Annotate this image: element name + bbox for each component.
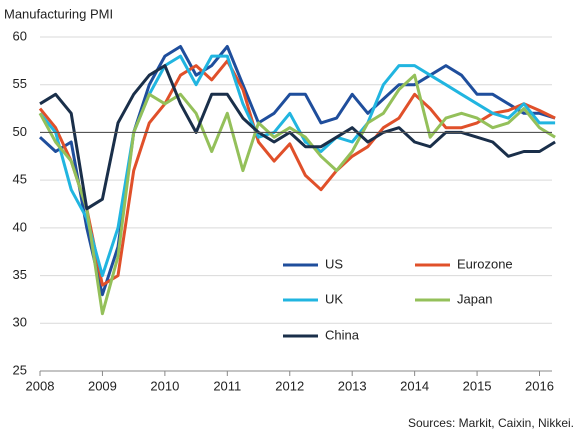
legend-label: US	[325, 256, 343, 271]
legend-label: Japan	[457, 291, 492, 306]
x-tick-label: 2008	[26, 378, 55, 393]
legend-label: Eurozone	[457, 256, 513, 271]
y-tick-label: 45	[13, 172, 27, 187]
legend-label: UK	[325, 291, 343, 306]
series-line	[38, 54, 556, 278]
y-tick-label: 55	[13, 76, 27, 91]
series-line	[39, 64, 556, 211]
y-tick-label: 35	[13, 267, 27, 282]
x-tick-label: 2016	[525, 378, 554, 393]
x-tick-label: 2009	[88, 378, 117, 393]
y-tick-label: 40	[13, 219, 27, 234]
y-tick-label: 50	[13, 124, 27, 139]
y-tick-label: 25	[13, 362, 27, 377]
chart-title: Manufacturing PMI	[4, 6, 113, 21]
x-tick-label: 2012	[275, 378, 304, 393]
series-line	[38, 73, 556, 316]
y-tick-label: 60	[13, 28, 27, 43]
series-line	[38, 59, 556, 287]
x-tick-label: 2010	[150, 378, 179, 393]
source: Sources: Markit, Caixin, Nikkei.	[408, 416, 574, 430]
x-tick-label: 2014	[400, 378, 429, 393]
x-tick-label: 2013	[338, 378, 367, 393]
y-tick-label: 30	[13, 315, 27, 330]
x-tick-label: 2015	[463, 378, 492, 393]
legend-label: China	[325, 327, 360, 342]
x-tick-label: 2011	[213, 378, 241, 393]
